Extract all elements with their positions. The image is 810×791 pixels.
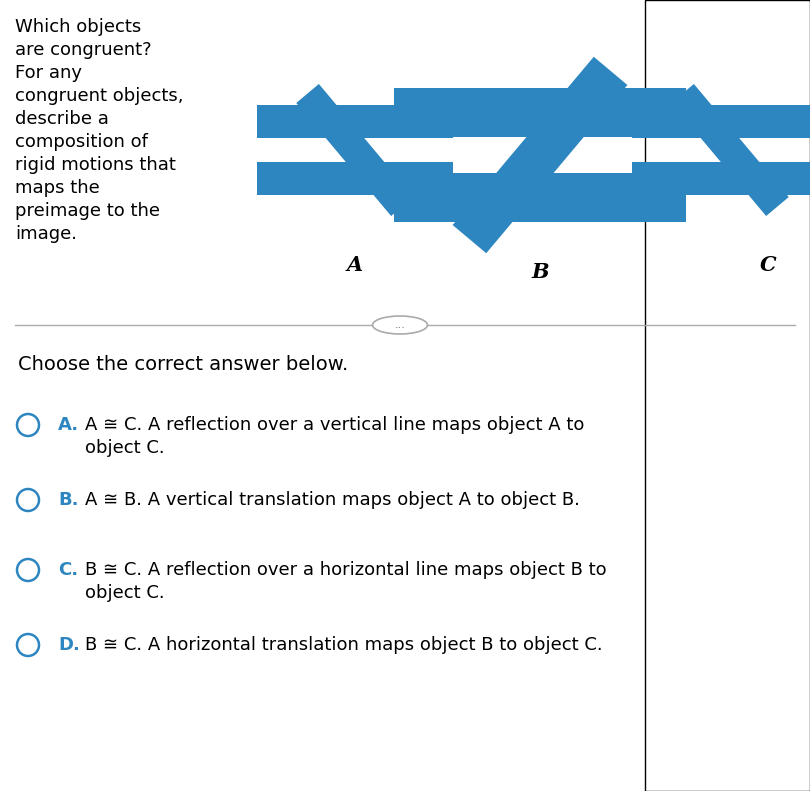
Bar xyxy=(257,162,454,195)
Text: Which objects: Which objects xyxy=(15,18,141,36)
Text: rigid motions that: rigid motions that xyxy=(15,156,176,174)
Text: For any: For any xyxy=(15,64,82,82)
Text: image.: image. xyxy=(15,225,77,243)
Polygon shape xyxy=(296,84,414,216)
Text: D.: D. xyxy=(58,636,80,654)
Text: maps the: maps the xyxy=(15,179,100,197)
Text: congruent objects,: congruent objects, xyxy=(15,87,184,105)
Text: B.: B. xyxy=(58,491,79,509)
Circle shape xyxy=(17,559,39,581)
Text: composition of: composition of xyxy=(15,133,148,151)
Text: C.: C. xyxy=(58,561,78,579)
Text: A ≅ B. A vertical translation maps object A to object B.: A ≅ B. A vertical translation maps objec… xyxy=(85,491,580,509)
Text: A: A xyxy=(347,255,363,275)
Text: A.: A. xyxy=(58,416,79,434)
Circle shape xyxy=(17,489,39,511)
Bar xyxy=(645,0,810,791)
Circle shape xyxy=(17,634,39,656)
Text: preimage to the: preimage to the xyxy=(15,202,160,220)
Bar xyxy=(632,162,810,195)
Text: B ≅ C. A reflection over a horizontal line maps object B to: B ≅ C. A reflection over a horizontal li… xyxy=(85,561,607,579)
Text: B ≅ C. A horizontal translation maps object B to object C.: B ≅ C. A horizontal translation maps obj… xyxy=(85,636,603,654)
Polygon shape xyxy=(671,84,789,216)
Bar xyxy=(394,173,686,222)
Bar xyxy=(394,88,686,137)
Text: object C.: object C. xyxy=(85,439,164,457)
Text: describe a: describe a xyxy=(15,110,109,128)
Polygon shape xyxy=(453,57,628,253)
Text: object C.: object C. xyxy=(85,584,164,602)
Text: ...: ... xyxy=(394,320,406,330)
Circle shape xyxy=(17,414,39,436)
Text: C: C xyxy=(760,255,776,275)
Text: A ≅ C. A reflection over a vertical line maps object A to: A ≅ C. A reflection over a vertical line… xyxy=(85,416,584,434)
Ellipse shape xyxy=(373,316,428,334)
Text: are congruent?: are congruent? xyxy=(15,41,151,59)
Bar xyxy=(632,105,810,138)
Text: Choose the correct answer below.: Choose the correct answer below. xyxy=(18,355,348,374)
Bar xyxy=(257,105,454,138)
Text: B: B xyxy=(531,262,549,282)
